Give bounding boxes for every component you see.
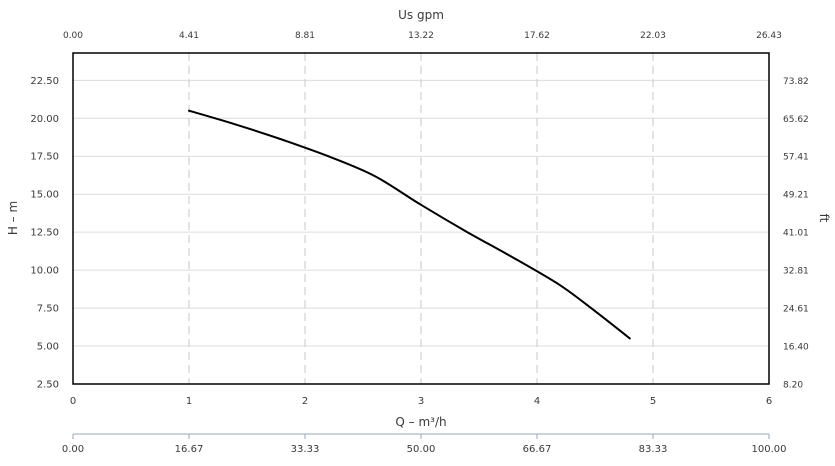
- x-tick-label: 0: [70, 396, 76, 407]
- top-tick-label: 26.43: [756, 31, 782, 41]
- top-tick-label: 0.00: [63, 31, 83, 41]
- grid: [73, 53, 769, 384]
- right-tick-label: 16.40: [783, 343, 809, 353]
- bottom-tick-label: 50.00: [407, 444, 436, 455]
- right-tick-label: 65.62: [783, 115, 809, 125]
- right-tick-label: 57.41: [783, 153, 809, 163]
- bottom-tick-label: 100.00: [752, 444, 787, 455]
- top-tick-label: 4.41: [179, 31, 199, 41]
- series: [188, 109, 631, 340]
- x-tick-label: 3: [418, 396, 424, 407]
- x-tick-label: 6: [766, 396, 772, 407]
- pump-curve-line: [188, 109, 631, 340]
- y-tick-label: 5.00: [37, 342, 59, 353]
- right-tick-label: 41.01: [783, 229, 809, 239]
- bottom-tick-label: 0.00: [62, 444, 84, 455]
- y-axis-title: H – m: [6, 201, 20, 235]
- right-tick-label: 49.21: [783, 191, 809, 201]
- bottom-tick-label: 16.67: [175, 444, 204, 455]
- x-tick-label: 5: [650, 396, 656, 407]
- bottom-tick-label: 66.67: [523, 444, 552, 455]
- right-tick-label: 32.81: [783, 267, 809, 277]
- x-tick-label: 1: [186, 396, 192, 407]
- bottom-tick-label: 33.33: [291, 444, 320, 455]
- x-axis-title: Q – m³/h: [395, 415, 446, 429]
- y-tick-label: 17.50: [30, 152, 59, 163]
- right-tick-label: 24.61: [783, 305, 809, 315]
- bottom-tick-label: 83.33: [639, 444, 668, 455]
- y-tick-label: 7.50: [37, 304, 59, 315]
- y-tick-label: 12.50: [30, 228, 59, 239]
- y-tick-label: 10.00: [30, 266, 59, 277]
- right-tick-label: 73.82: [783, 77, 809, 87]
- top-tick-label: 17.62: [524, 31, 550, 41]
- y-tick-label: 2.50: [37, 380, 59, 391]
- y-tick-label: 20.00: [30, 114, 59, 125]
- right-tick-label: 8.20: [783, 381, 803, 391]
- top-tick-label: 22.03: [640, 31, 666, 41]
- y-tick-label: 15.00: [30, 190, 59, 201]
- x-tick-label: 4: [534, 396, 540, 407]
- plot-frame: [72, 52, 770, 385]
- y-tick-label: 22.50: [30, 76, 59, 87]
- top-tick-label: 8.81: [295, 31, 315, 41]
- right-axis-title: ft: [817, 214, 831, 223]
- top-tick-label: 13.22: [408, 31, 434, 41]
- x-tick-label: 2: [302, 396, 308, 407]
- top-axis-title: Us gpm: [398, 8, 444, 22]
